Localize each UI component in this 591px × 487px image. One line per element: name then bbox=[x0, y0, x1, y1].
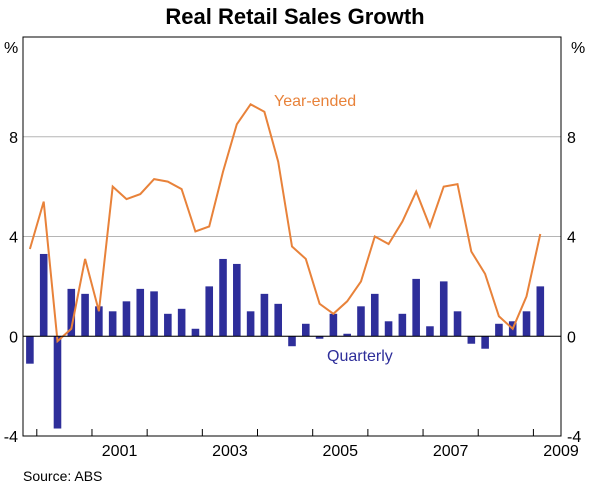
chart-title: Real Retail Sales Growth bbox=[165, 4, 424, 29]
quarterly-bar bbox=[398, 313, 407, 337]
quarterly-bar bbox=[343, 333, 351, 337]
quarterly-bar bbox=[108, 311, 117, 337]
y-unit-left: % bbox=[4, 40, 18, 57]
y-tick-label-left: 4 bbox=[9, 230, 18, 247]
quarterly-bar bbox=[53, 336, 62, 429]
gridlines bbox=[23, 36, 561, 337]
quarterly-bar bbox=[191, 328, 200, 337]
quarterly-bar bbox=[164, 313, 172, 337]
y-tick-label-right: 4 bbox=[567, 230, 576, 247]
quarterly-bar bbox=[357, 306, 365, 337]
quarterly-bar bbox=[205, 286, 214, 337]
x-tick-label: 2009 bbox=[543, 443, 579, 460]
quarterly-bar bbox=[26, 336, 34, 364]
quarterly-bar bbox=[67, 288, 76, 337]
plot-frame bbox=[22, 36, 562, 437]
quarterly-bar bbox=[384, 321, 393, 337]
quarterly-bar bbox=[453, 311, 462, 337]
quarterly-bar bbox=[426, 326, 434, 337]
quarterly-bar bbox=[246, 311, 255, 337]
quarterly-bar bbox=[122, 301, 131, 337]
y-tick-label-right: 0 bbox=[567, 329, 576, 346]
quarterly-bar bbox=[302, 323, 310, 337]
quarterly-bar bbox=[260, 293, 269, 337]
quarterly-bar bbox=[329, 313, 338, 337]
quarterly-bars bbox=[26, 253, 545, 429]
quarterly-bar bbox=[233, 263, 241, 337]
y-tick-label-left: 8 bbox=[9, 130, 18, 147]
quarterly-bar bbox=[177, 308, 186, 337]
quarterly-bar bbox=[136, 288, 145, 337]
quarterly-bar bbox=[219, 258, 227, 337]
quarterly-bar bbox=[81, 293, 89, 337]
year-ended-line bbox=[28, 102, 542, 344]
y-tick-label-right: -4 bbox=[567, 429, 581, 446]
quarterly-label: Quarterly bbox=[327, 348, 393, 365]
quarterly-bar bbox=[412, 278, 420, 337]
quarterly-bar bbox=[481, 336, 489, 349]
y-unit-right: % bbox=[571, 40, 585, 57]
x-tick-label: 2007 bbox=[433, 443, 469, 460]
year-ended-label: Year-ended bbox=[274, 93, 356, 110]
quarterly-bar bbox=[522, 311, 531, 337]
y-tick-label-left: -4 bbox=[4, 429, 18, 446]
source-note: Source: ABS bbox=[23, 468, 102, 484]
quarterly-bar bbox=[439, 281, 448, 337]
quarterly-bar bbox=[536, 286, 545, 337]
x-tick-label: 2001 bbox=[102, 443, 138, 460]
quarterly-bar bbox=[467, 336, 476, 344]
y-axis-ticks: -4 -4 0 0 4 4 8 8 bbox=[4, 130, 582, 446]
quarterly-bar bbox=[39, 253, 48, 337]
quarterly-bar bbox=[370, 293, 379, 337]
quarterly-bar bbox=[315, 336, 324, 339]
quarterly-bar bbox=[495, 323, 503, 337]
quarterly-bar bbox=[150, 291, 158, 337]
y-tick-label-left: 0 bbox=[9, 329, 18, 346]
quarterly-bar bbox=[95, 306, 103, 337]
y-tick-label-right: 8 bbox=[567, 130, 576, 147]
quarterly-bar bbox=[288, 336, 296, 347]
x-tick-label: 2005 bbox=[322, 443, 358, 460]
x-tick-label: 2003 bbox=[212, 443, 248, 460]
quarterly-bar bbox=[274, 303, 282, 337]
x-axis-ticks: 2001 2003 2005 2007 2009 bbox=[36, 429, 579, 460]
